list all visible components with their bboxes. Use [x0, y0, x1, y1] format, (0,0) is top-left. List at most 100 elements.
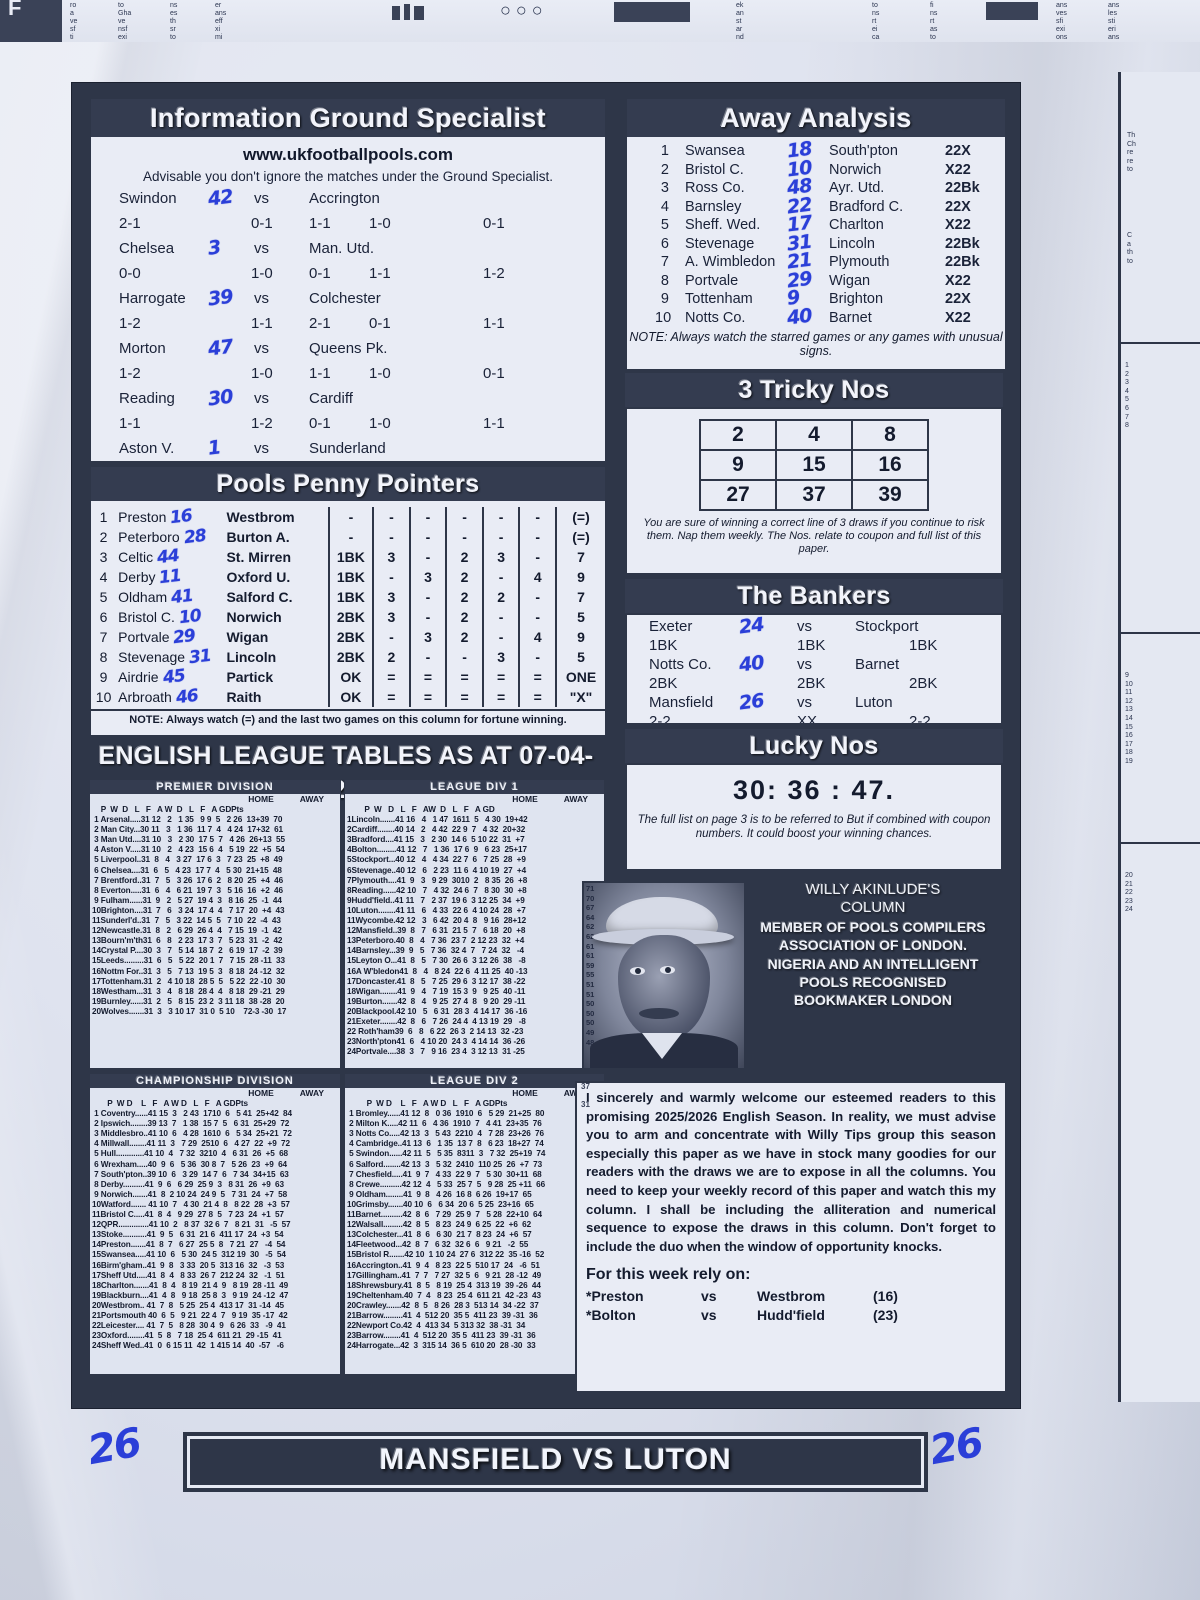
- pp-col-3: 3: [408, 567, 447, 587]
- portrait-ghost-number: 51: [586, 989, 595, 999]
- away-analysis-row: 6 Stevenage 31 Lincoln 22Bk: [627, 230, 1005, 255]
- pp-col-2: -: [372, 567, 410, 587]
- away-analysis-row: 5 Sheff. Wed. 17 Charlton X22: [627, 212, 1005, 237]
- aw-index: 9: [660, 291, 669, 307]
- aw-home-team: Notts Co.: [685, 309, 746, 326]
- pp-away: Burton A.: [226, 529, 290, 545]
- willy-portrait: 71 70 67 64 62 62 61 61 59 55 51 51 50 50 50 49 48: [582, 881, 746, 1070]
- igs-score-4: 1-1: [369, 265, 391, 282]
- igs-score-2: 0-1: [251, 215, 273, 232]
- banker-home: Exeter: [649, 618, 693, 635]
- portrait-ghost-number: 55: [586, 970, 595, 980]
- aw-index: 6: [660, 235, 669, 252]
- aw-home-team: Bristol C.: [685, 161, 744, 178]
- willy-column-body: 37 31 I sincerely and warmly welcome our…: [575, 1081, 1007, 1393]
- pp-col-last: 7: [555, 547, 605, 567]
- pp-handwritten-number: 16: [169, 505, 194, 529]
- aw-home-team: Tottenham: [685, 291, 753, 307]
- pp-col-2: 3: [372, 607, 410, 627]
- mouth-shape: [639, 1008, 679, 1019]
- igs-vs-label: vs: [254, 340, 269, 357]
- pp-col-1: OK: [327, 687, 374, 707]
- pp-index: 6: [99, 609, 108, 625]
- div2-title: LEAGUE DIV 2: [345, 1074, 604, 1088]
- away-analysis-row: 2 Bristol C. 10 Norwich X22: [627, 156, 1005, 181]
- away-analysis-row: 7 A. Wimbledon 21 Plymouth 22Bk: [627, 249, 1005, 274]
- pp-home: Celtic 44: [118, 545, 180, 569]
- portrait-ghost-number: 48: [586, 1037, 595, 1047]
- portrait-ghost-number: 50: [586, 999, 595, 1009]
- pp-col-2: 3: [372, 547, 410, 567]
- banker-codes-row: 1BK 1BK 1BK: [627, 637, 1001, 656]
- banker-code-2: XX: [797, 713, 818, 725]
- aw-index: 8: [660, 272, 669, 289]
- pp-home: Derby 11: [118, 565, 183, 589]
- portrait-ghost-number: 62: [586, 922, 595, 932]
- table-row: 7 Portvale 29 Wigan 2BK -3 2-4 9: [91, 625, 605, 649]
- igs-url[interactable]: www.ukfootballpools.com: [243, 145, 453, 164]
- lucky-numbers: 30: 36 : 47.: [732, 775, 896, 805]
- igs-home-team: Chelsea: [119, 240, 175, 257]
- igs-score-5: 1-1: [483, 415, 505, 432]
- aw-index: 5: [660, 217, 669, 233]
- igs-home-team: Swindon: [119, 190, 177, 207]
- pp-away: Oxford U.: [226, 569, 291, 585]
- igs-match-teams: Chelsea 3 vs Man. Utd.: [91, 236, 605, 265]
- igs-away-team: Sunderland: [309, 440, 386, 457]
- aw-away-team: Norwich: [829, 161, 882, 178]
- aw-away-team: Brighton: [829, 291, 884, 307]
- bankers-box: Exeter 24 vs Stockport 1BK 1BK 1BK Notts Co. 40 v…: [625, 613, 1003, 725]
- pp-handwritten-number: 29: [172, 625, 197, 649]
- portrait-ghost-number: 71: [586, 884, 595, 893]
- top-page-strip: F roavesftimi toGhavensfexians nsesthsrt…: [0, 0, 1200, 42]
- away-analysis-row: 3 Ross Co. 48 Ayr. Utd. 22Bk: [627, 175, 1005, 200]
- bottom-banner-text: MANSFIELD VS LUTON: [187, 1436, 924, 1488]
- table-row: 5 Oldham 41 Salford C. 1BK 3-2 2-7: [91, 586, 605, 608]
- banker-code-3: 1BK: [909, 637, 938, 654]
- aw-code: X22: [945, 309, 971, 326]
- igs-away-team: Queens Pk.: [309, 340, 388, 357]
- igs-vs-label: vs: [254, 390, 269, 407]
- pp-col-6: -: [518, 527, 556, 547]
- igs-vs-label: vs: [254, 440, 269, 457]
- igs-match-scores: 1-2 1-1 2-1 0-1 1-1: [91, 315, 605, 340]
- banker-away: Luton: [855, 694, 893, 711]
- aw-code: X22: [945, 272, 971, 289]
- premier-division-table: PREMIER DIVISION HOME AWAY P W D L F A W …: [89, 779, 341, 1069]
- bottom-banner: MANSFIELD VS LUTON: [183, 1432, 928, 1492]
- table-row: 1 Preston 16 Westbrom - - - - - - (=): [91, 505, 605, 529]
- pp-col-6: -: [518, 607, 556, 627]
- aw-away-team: Ayr. Utd.: [829, 180, 885, 196]
- aw-away-team: Charlton: [829, 217, 884, 233]
- pp-home: Arbroath 46: [118, 685, 199, 709]
- pp-col-last: 7: [555, 587, 605, 607]
- table-row: 10 Arbroath 46 Raith OK = = = = = "X": [91, 685, 605, 709]
- pp-col-1: 1BK: [327, 547, 374, 567]
- rely-vs-label: vs: [701, 1307, 717, 1324]
- igs-score-5: 1-2: [483, 265, 505, 282]
- right-pupil: [665, 967, 671, 973]
- igs-away-team: Colchester: [309, 290, 381, 307]
- willy-title-line: NIGERIA AND AN INTELLIGENT: [767, 955, 979, 972]
- banker-code-3: 2BK: [909, 675, 938, 692]
- league-tables-heading: ENGLISH LEAGUE TABLES AS AT 07-04-26: [98, 742, 594, 804]
- willy-title-line: ASSOCIATION OF LONDON.: [779, 937, 967, 954]
- tricky-nos-cell: 4: [775, 419, 853, 451]
- pp-away: St. Mirren: [226, 549, 292, 565]
- pp-col-2: -: [372, 527, 410, 547]
- lucky-nos-title: Lucky Nos: [625, 729, 1003, 763]
- pp-col-6: -: [518, 547, 556, 567]
- igs-handwritten-number: 42: [206, 185, 234, 211]
- pp-col-1: 2BK: [327, 627, 374, 647]
- banker-teams-row: Exeter 24 vs Stockport: [627, 615, 1001, 638]
- pp-away: Norwich: [226, 609, 282, 625]
- igs-away-team: Cardiff: [309, 390, 353, 407]
- portrait-ghost-number: 50: [586, 1018, 595, 1028]
- aw-away-team: Bradford C.: [829, 198, 904, 215]
- portrait-ghost-number: 59: [586, 960, 595, 970]
- table-row: 2 Peterboro 28 Burton A. - - - - - - (=): [91, 526, 605, 548]
- pp-col-last: 5: [555, 607, 605, 627]
- pp-col-4: -: [445, 527, 483, 547]
- banker-code-2: 2BK: [797, 675, 826, 692]
- pp-col-1: 2BK: [327, 647, 374, 667]
